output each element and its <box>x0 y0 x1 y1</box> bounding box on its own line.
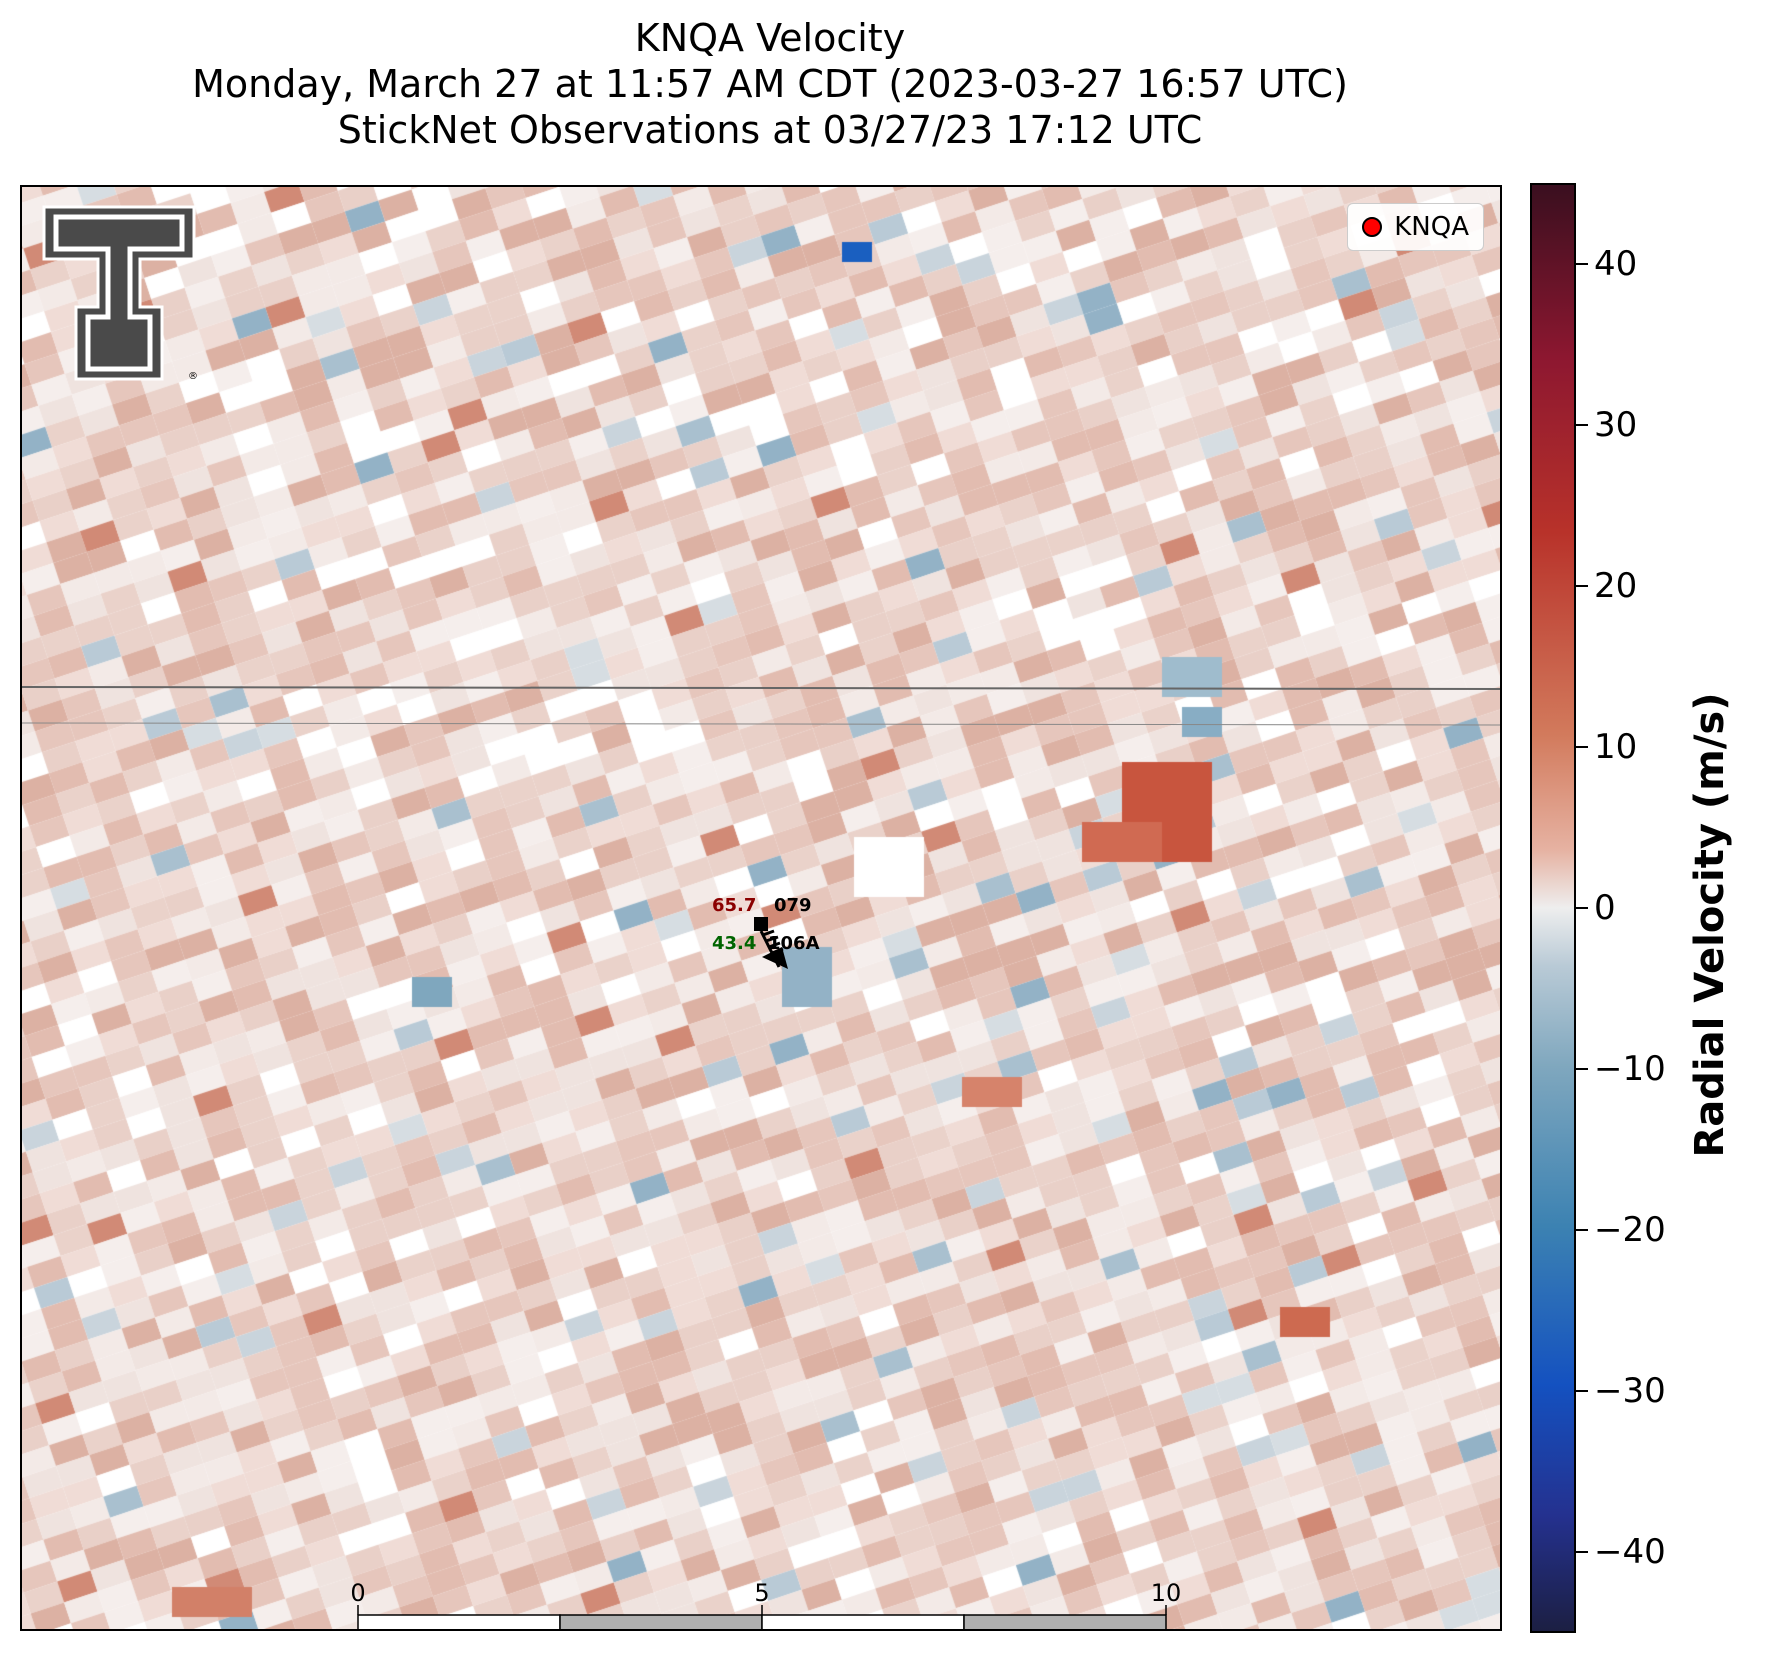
colorbar-tick-label: −30 <box>1594 1371 1666 1412</box>
station-temperature: 65.7 <box>712 895 756 916</box>
colorbar-tick-label: 0 <box>1594 888 1616 928</box>
colorbar-tick-label: 10 <box>1594 726 1638 767</box>
map-overlay: ® 65.7 079 43.4 106A 0 5 10 <box>22 205 1500 1629</box>
sticknet-station-marker[interactable]: 65.7 079 43.4 106A <box>712 895 820 969</box>
colorbar-tick-mark <box>1576 1229 1588 1232</box>
boundary-line <box>22 722 1500 726</box>
colorbar-tick-label: 20 <box>1594 565 1638 606</box>
colorbar-tick-label: 30 <box>1594 404 1638 445</box>
scale-tick-5: 5 <box>754 1579 769 1607</box>
colorbar-tick-mark <box>1576 262 1588 265</box>
colorbar-tick-mark <box>1576 584 1588 587</box>
station-id-top: 079 <box>774 895 812 916</box>
scale-tick-10: 10 <box>1151 1579 1182 1607</box>
colorbar-tick-label: −10 <box>1594 1049 1666 1090</box>
radar-site-marker-icon <box>1362 217 1383 237</box>
radar-map[interactable]: ® 65.7 079 43.4 106A 0 5 10 <box>20 185 1502 1631</box>
velocity-colorbar <box>1530 183 1576 1633</box>
boundary-line <box>22 686 1500 690</box>
colorbar-tick-mark <box>1576 1390 1588 1393</box>
station-id-bottom: 106A <box>768 933 820 954</box>
station-dewpoint: 43.4 <box>712 933 756 954</box>
title-line-2: Monday, March 27 at 11:57 AM CDT (2023-0… <box>192 62 1348 106</box>
colorbar-tick-label: 40 <box>1594 243 1638 284</box>
colorbar-tick-mark <box>1576 1068 1588 1071</box>
legend-label: KNQA <box>1394 212 1469 242</box>
colorbar-tick-label: −40 <box>1594 1532 1666 1573</box>
colorbar-tick-mark <box>1576 423 1588 426</box>
velocity-field <box>22 187 1500 1629</box>
title-line-3: StickNet Observations at 03/27/23 17:12 … <box>337 108 1203 152</box>
scale-bar: 0 5 10 km <box>350 1579 1181 1629</box>
colorbar-tick-mark <box>1576 1551 1588 1554</box>
colorbar-tick-label: −20 <box>1594 1210 1666 1251</box>
svg-text:®: ® <box>188 371 198 382</box>
texas-tech-logo: ® <box>42 205 198 382</box>
colorbar-tick-mark <box>1576 907 1588 909</box>
colorbar-title: Radial Velocity (m/s) <box>1687 692 1733 1158</box>
map-legend: KNQA <box>1347 203 1484 251</box>
title-line-1: KNQA Velocity <box>634 16 906 60</box>
scale-tick-0: 0 <box>350 1579 365 1607</box>
colorbar-tick-mark <box>1576 745 1588 748</box>
